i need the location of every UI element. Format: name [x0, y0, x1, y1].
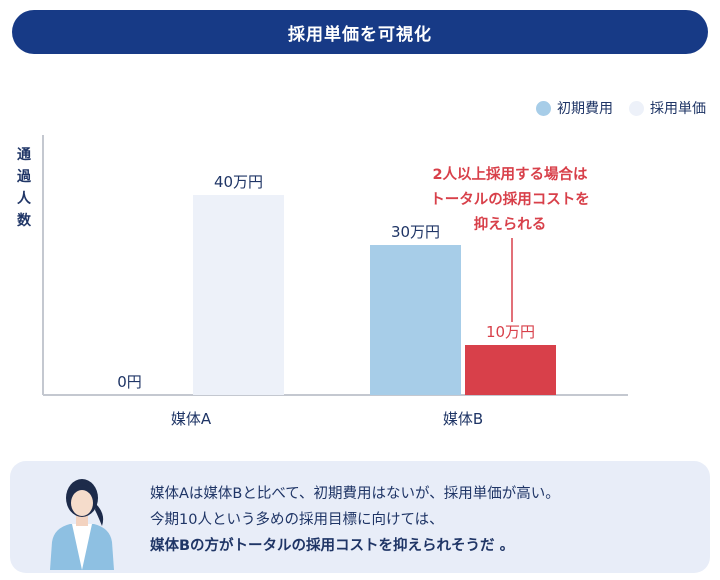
- summary-box: [10, 461, 710, 573]
- data-label-highlight: 10万円: [486, 323, 535, 341]
- bar-0-1: [370, 245, 461, 395]
- chart-title: 採用単価を可視化: [12, 10, 708, 54]
- chart-annotation: 2人以上採用する場合は トータルの採用コストを 抑えられる: [430, 167, 590, 233]
- x-tick-label-0: 媒体A: [171, 410, 212, 428]
- data-label-0-0: 0円: [117, 373, 142, 391]
- person-icon: [50, 479, 114, 570]
- summary-text: 媒体Aは媒体Bと比べて、初期費用はないが、採用単価が高い。 今期10人という多め…: [150, 481, 560, 559]
- legend-item-initial-cost: 初期費用: [536, 98, 613, 118]
- summary-line-3: 媒体Bの方がトータルの採用コストを抑えられそうだ 。: [150, 538, 515, 554]
- bar-highlight: [465, 345, 556, 395]
- data-label-1-0: 40万円: [214, 173, 263, 191]
- legend-label-unit-cost: 採用単価: [650, 101, 706, 117]
- legend-swatch-unit-cost: [629, 100, 644, 116]
- legend-swatch-initial-cost: [536, 100, 551, 116]
- legend-label-initial-cost: 初期費用: [557, 101, 613, 117]
- bar-1-0: [193, 195, 284, 395]
- legend: 初期費用 採用単価: [520, 98, 706, 118]
- summary-line-1: 媒体Aは媒体Bと比べて、初期費用はないが、採用単価が高い。: [150, 486, 560, 502]
- summary-line-2: 今期10人という多めの採用目標に向けては、: [150, 512, 444, 528]
- legend-item-unit-cost: 採用単価: [629, 98, 706, 118]
- data-label-0-1: 30万円: [391, 223, 440, 241]
- y-axis-label: 通過人数: [17, 147, 31, 229]
- x-tick-label-1: 媒体B: [443, 410, 483, 428]
